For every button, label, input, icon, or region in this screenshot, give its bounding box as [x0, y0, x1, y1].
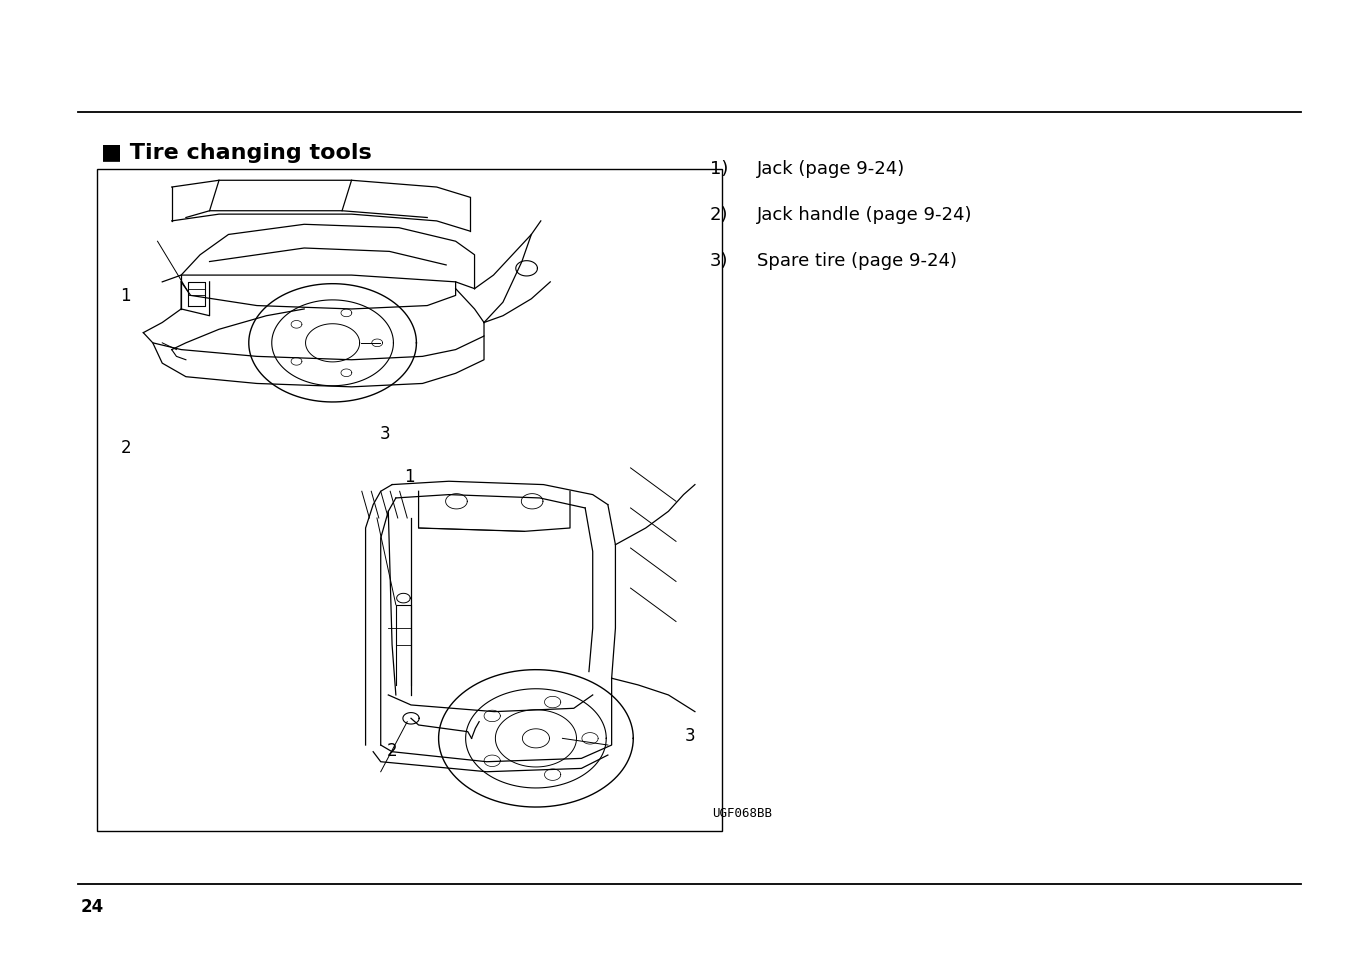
Text: 1): 1) — [710, 160, 729, 178]
Bar — [97, 170, 722, 831]
Text: 24: 24 — [81, 897, 104, 915]
Text: 1: 1 — [404, 468, 415, 485]
Text: Spare tire (page 9-24): Spare tire (page 9-24) — [757, 252, 957, 270]
Text: Jack (page 9-24): Jack (page 9-24) — [757, 160, 906, 178]
Text: 2): 2) — [710, 206, 729, 224]
Text: 1: 1 — [120, 287, 131, 304]
Text: Jack handle (page 9-24): Jack handle (page 9-24) — [757, 206, 972, 224]
Text: 3: 3 — [380, 425, 391, 442]
Text: 3: 3 — [684, 727, 695, 744]
Text: UGF068BB: UGF068BB — [713, 806, 772, 820]
Text: ■ Tire changing tools: ■ Tire changing tools — [101, 143, 372, 163]
Text: 2: 2 — [120, 439, 131, 456]
Text: 2: 2 — [387, 741, 397, 759]
Text: 3): 3) — [710, 252, 729, 270]
